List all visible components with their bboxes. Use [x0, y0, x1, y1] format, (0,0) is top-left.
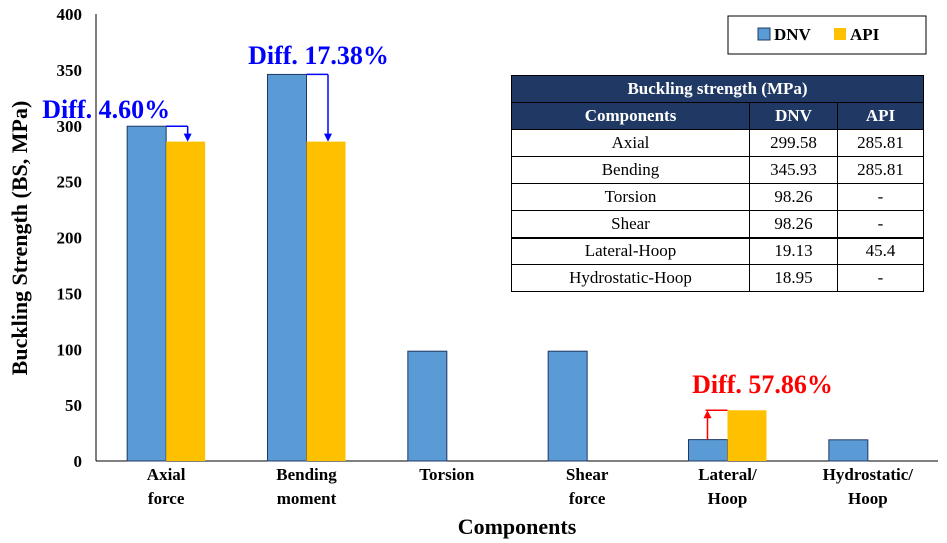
x-category-label: Torsion [419, 465, 475, 484]
x-category-label: Hydrostatic/ [823, 465, 914, 484]
table-cell: Bending [511, 156, 750, 184]
arrow-head [183, 133, 192, 142]
table-row: Shear 98.26 - [511, 210, 924, 238]
table-cell: Torsion [511, 183, 750, 211]
table-cell: 285.81 [837, 156, 924, 184]
y-tick-label: 400 [57, 5, 83, 24]
x-axis-title: Components [458, 514, 577, 539]
table-cell: - [837, 264, 924, 292]
x-category-labels: Axial force Bending moment Torsion Shear force… [147, 465, 913, 508]
y-tick-label: 200 [57, 229, 83, 248]
arrow-head [324, 133, 332, 142]
diff-annotations: Diff. 4.60% Diff. 17.38% Diff. 57.86% [42, 41, 833, 399]
x-category-label: moment [277, 489, 337, 508]
table-row: Hydrostatic-Hoop 18.95 - [511, 264, 924, 292]
y-tick-label: 50 [65, 396, 82, 415]
bar-dnv [267, 73, 307, 462]
legend: DNV API [727, 15, 927, 55]
table-cell: 18.95 [749, 264, 838, 292]
y-tick-label: 300 [57, 117, 83, 136]
legend-swatch-api [834, 28, 846, 40]
table-cell: - [837, 210, 924, 238]
x-category-label: Shear [566, 465, 609, 484]
x-category-label: Bending [276, 465, 337, 484]
bar-dnv [828, 439, 869, 462]
x-category-label: Hoop [848, 489, 888, 508]
diff-annotation: Diff. 17.38% [248, 41, 389, 70]
table-cell: 19.13 [749, 236, 838, 265]
x-category-label: Axial [147, 465, 186, 484]
y-tick-labels: 0 50 100 150 200 250 300 350 400 [57, 5, 83, 471]
table-cell: 45.4 [837, 236, 924, 265]
table-caption: Buckling strength (MPa) [511, 75, 924, 103]
y-axis-title: Buckling Strength (BS, MPa) [7, 101, 32, 376]
diff-annotation: Diff. 4.60% [42, 95, 170, 124]
table-cell: - [837, 183, 924, 211]
table-cell: 98.26 [749, 210, 838, 238]
y-tick-label: 100 [57, 340, 83, 359]
diff-annotation: Diff. 57.86% [692, 370, 833, 399]
bar-api [306, 141, 346, 461]
table-cell: 345.93 [749, 156, 838, 184]
x-category-label: Hoop [708, 489, 748, 508]
table-row: Lateral-Hoop 19.13 45.4 [511, 236, 924, 265]
y-tick-label: 250 [57, 173, 83, 192]
table-header-dnv: DNV [749, 102, 838, 130]
table-header-components: Components [511, 102, 750, 130]
plot-area [95, 14, 938, 462]
bar-dnv [126, 125, 167, 462]
bar-dnv [407, 350, 448, 462]
arrow-head [703, 410, 712, 419]
diff-arrows [166, 73, 728, 440]
bar-api [727, 410, 767, 461]
bar-api [166, 141, 206, 461]
table-cell: 299.58 [749, 129, 838, 157]
table-cell: 98.26 [749, 183, 838, 211]
table-cell: 285.81 [837, 129, 924, 157]
table-cell: Shear [511, 210, 750, 238]
bar-dnv [688, 439, 728, 462]
y-tick-label: 150 [57, 284, 83, 303]
legend-swatch-dnv [757, 27, 771, 41]
table-row: Torsion 98.26 - [511, 183, 924, 211]
y-tick-label: 0 [74, 452, 83, 471]
bar-dnv [547, 350, 588, 462]
x-category-label: Lateral/ [698, 465, 757, 484]
legend-label-api: API [850, 25, 880, 44]
table-header-api: API [837, 102, 924, 130]
bars [126, 73, 869, 462]
table-cell: Axial [511, 129, 750, 157]
x-category-label: force [148, 489, 185, 508]
table-cell: Hydrostatic-Hoop [511, 264, 750, 292]
table-cell: Lateral-Hoop [511, 236, 750, 265]
legend-label-dnv: DNV [774, 25, 812, 44]
buckling-strength-table: Buckling strength (MPa) Components DNV A… [511, 75, 924, 292]
y-tick-label: 350 [57, 61, 83, 80]
table-row: Bending 345.93 285.81 [511, 156, 924, 184]
table-row: Axial 299.58 285.81 [511, 129, 924, 157]
x-category-label: force [569, 489, 606, 508]
